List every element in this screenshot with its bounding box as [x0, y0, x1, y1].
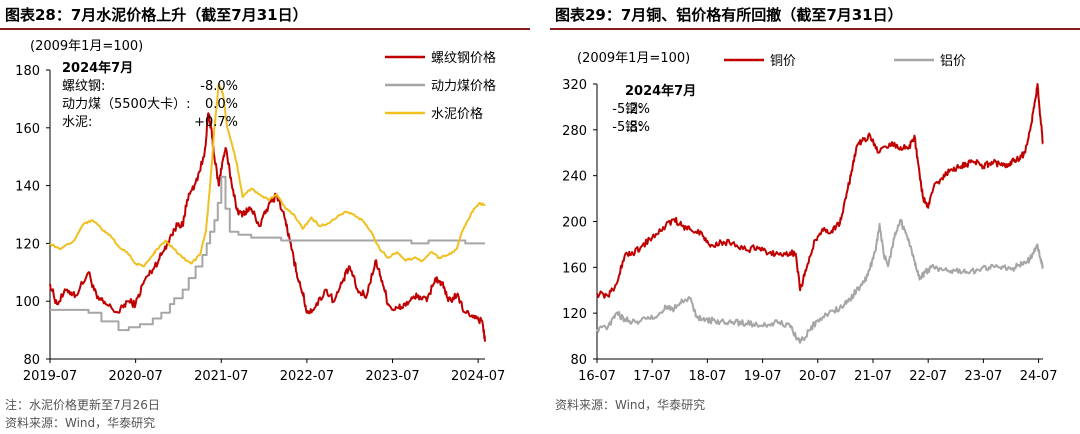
- legend-label: 铝价: [940, 54, 966, 69]
- x-tick-label: 2021-07: [194, 369, 248, 384]
- x-tick-label: 20-07: [799, 369, 837, 384]
- y-tick-label: 320: [562, 78, 587, 93]
- series-line-2: [50, 175, 485, 332]
- chart-svg: (2009年1月=100) 80 100 120 140 160 180 2019-07 202…: [15, 39, 505, 384]
- y-tick-label: 200: [562, 216, 587, 231]
- x-tick-label: 24-07: [1020, 369, 1058, 384]
- annotation-label: 动力煤（5500大卡）:: [62, 97, 190, 112]
- x-tick-label: 2019-07: [23, 369, 77, 384]
- legend-label: 动力煤价格: [431, 78, 496, 94]
- x-tick-label: 19-07: [744, 369, 782, 384]
- y-tick-label: 180: [15, 64, 40, 79]
- x-tick-label: 22-07: [909, 369, 947, 384]
- annotation-value: -5.2%: [612, 102, 650, 117]
- annotation-value: -8.0%: [200, 79, 238, 94]
- chart-source: 资料来源：Wind，华泰研究: [5, 416, 156, 430]
- x-tick-label: 2024-07: [451, 369, 505, 384]
- series-line-1: [596, 83, 1044, 299]
- series-line-1: [49, 112, 486, 342]
- y-tick-label: 120: [15, 237, 40, 252]
- annotation-label: 铜:: [625, 102, 642, 117]
- x-tick-label: 2020-07: [108, 369, 162, 384]
- unit-label: (2009年1月=100): [30, 39, 143, 54]
- y-tick-label: 160: [562, 261, 587, 276]
- chart-source: 资料来源：Wind，华泰研究: [555, 398, 706, 412]
- annotation-label: 水泥:: [62, 115, 92, 130]
- legend-label: 铜价: [770, 54, 796, 69]
- chart-title: 图表28：7月水泥价格上升（截至7月31日）: [5, 6, 308, 24]
- title-rule: [550, 28, 1080, 30]
- legend-label: 螺纹钢价格: [431, 50, 496, 66]
- chart-title: 图表29：7月铜、铝价格有所回撤（截至7月31日）: [555, 6, 903, 24]
- series-line-2: [596, 218, 1044, 344]
- series-line-3: [49, 83, 486, 268]
- y-tick-label: 80: [570, 353, 587, 368]
- x-tick-label: 17-07: [633, 369, 671, 384]
- chart-note: 注：水泥价格更新至7月26日: [5, 398, 160, 412]
- annotation-header: 2024年7月: [62, 60, 133, 76]
- x-tick-label: 16-07: [578, 369, 616, 384]
- right-panel: 图表29：7月铜、铝价格有所回撤（截至7月31日） (2009年1月=100) 8…: [550, 0, 1080, 434]
- x-tick-label: 21-07: [854, 369, 892, 384]
- y-tick-label: 280: [562, 124, 587, 139]
- annotation-label: 螺纹钢:: [62, 79, 105, 94]
- annotation-value: +0.7%: [194, 115, 238, 130]
- title-rule: [0, 28, 530, 30]
- annotation-label: 铝:: [625, 120, 642, 135]
- y-tick-label: 100: [15, 295, 40, 310]
- y-tick-label: 120: [562, 307, 587, 322]
- annotation-value: 0.0%: [205, 97, 238, 112]
- legend-label: 水泥价格: [431, 106, 483, 122]
- y-tick-label: 240: [562, 170, 587, 185]
- y-tick-label: 160: [15, 122, 40, 137]
- y-tick-label: 140: [15, 180, 40, 195]
- x-tick-label: 2023-07: [365, 369, 419, 384]
- annotation-value: -5.8%: [612, 120, 650, 135]
- x-tick-label: 18-07: [689, 369, 727, 384]
- x-tick-label: 23-07: [964, 369, 1002, 384]
- unit-label: (2009年1月=100): [577, 51, 690, 66]
- x-tick-label: 2022-07: [280, 369, 334, 384]
- left-panel: 图表28：7月水泥价格上升（截至7月31日） (2009年1月=100) 80 10…: [0, 0, 530, 434]
- chart-svg: (2009年1月=100) 80 120 160 200 240 280 320 16-07 17…: [562, 51, 1058, 384]
- annotation-header: 2024年7月: [625, 83, 696, 99]
- y-tick-label: 80: [23, 353, 40, 368]
